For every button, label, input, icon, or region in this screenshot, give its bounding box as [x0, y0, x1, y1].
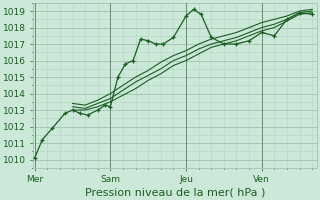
X-axis label: Pression niveau de la mer( hPa ): Pression niveau de la mer( hPa ) [85, 187, 266, 197]
